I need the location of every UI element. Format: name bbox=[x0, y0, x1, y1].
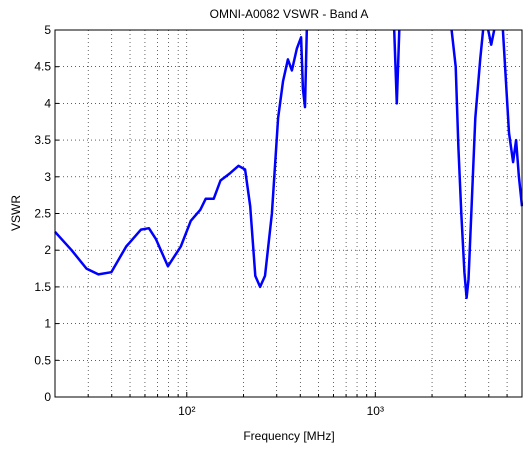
y-tick-label: 0 bbox=[44, 390, 51, 404]
x-axis-label: Frequency [MHz] bbox=[243, 429, 334, 443]
y-axis-label: VSWR bbox=[9, 195, 23, 231]
y-tick-label: 2.5 bbox=[34, 207, 51, 221]
y-tick-label: 5 bbox=[44, 23, 51, 37]
y-tick-label: 3.5 bbox=[34, 133, 51, 147]
y-tick-label: 3 bbox=[44, 170, 51, 184]
x-tick-label: 10² bbox=[178, 404, 195, 418]
y-tick-label: 0.5 bbox=[34, 353, 51, 367]
y-tick-label: 1 bbox=[44, 317, 51, 331]
chart-title: OMNI-A0082 VSWR - Band A bbox=[210, 7, 369, 21]
y-tick-label: 1.5 bbox=[34, 280, 51, 294]
data-line bbox=[54, 29, 523, 300]
plot-frame bbox=[54, 29, 523, 398]
y-tick-label: 2 bbox=[44, 243, 51, 257]
x-tick-label: 10³ bbox=[367, 404, 384, 418]
y-tick-label: 4 bbox=[44, 96, 51, 110]
y-tick-label: 4.5 bbox=[34, 60, 51, 74]
